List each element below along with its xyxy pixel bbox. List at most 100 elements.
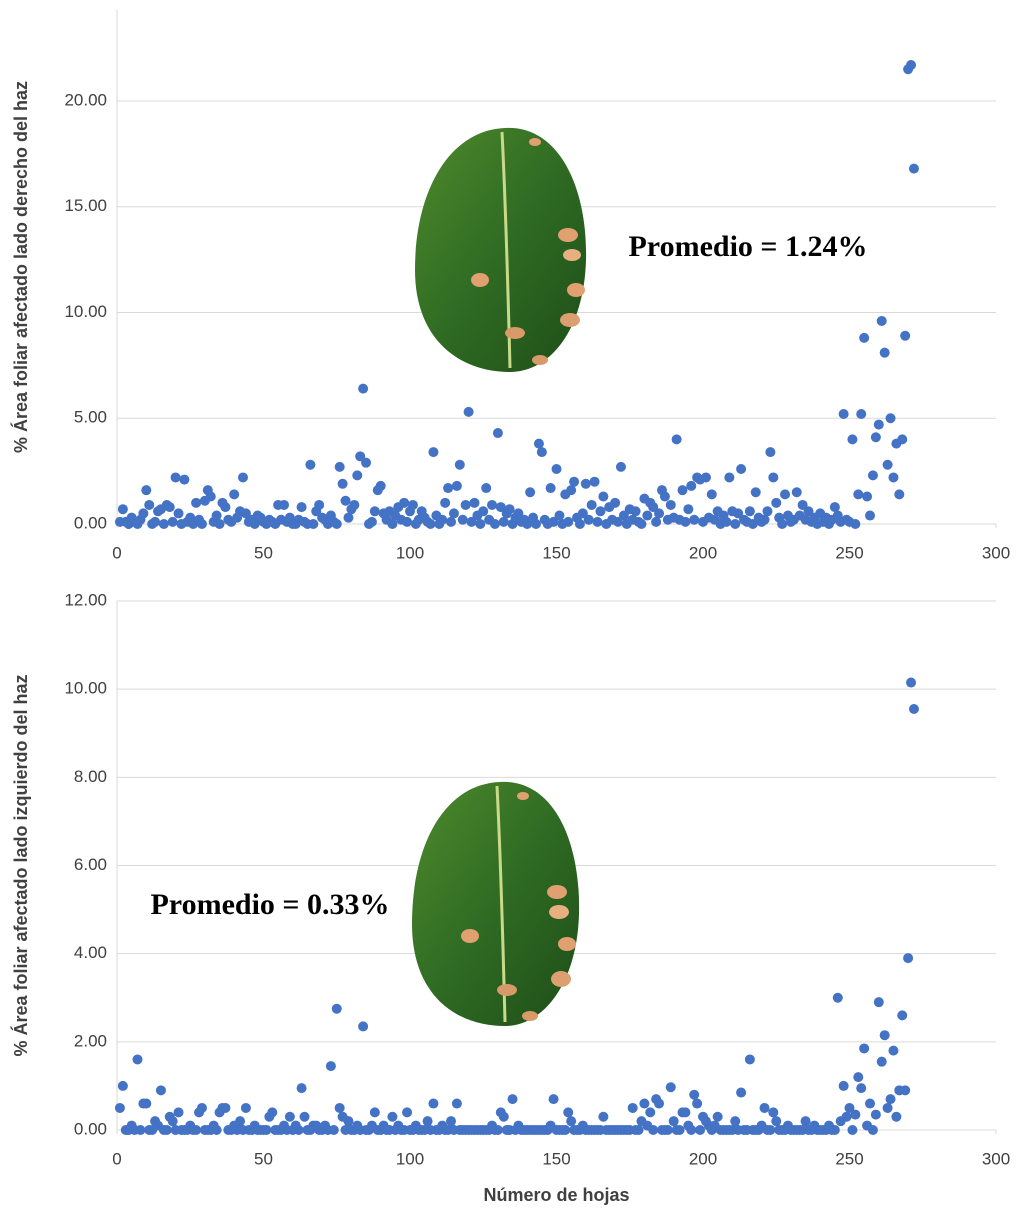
data-point xyxy=(498,1111,509,1122)
data-point xyxy=(847,1125,858,1135)
data-point xyxy=(762,506,773,517)
data-point xyxy=(296,502,307,513)
data-point xyxy=(706,489,717,500)
data-point xyxy=(803,506,814,517)
data-point xyxy=(615,461,626,472)
data-point xyxy=(642,510,653,521)
data-point xyxy=(856,1083,867,1094)
data-point xyxy=(399,497,410,508)
y-tick-label: 15.00 xyxy=(64,196,107,215)
data-point xyxy=(648,502,659,513)
data-point xyxy=(267,1107,278,1118)
data-point xyxy=(598,1111,609,1122)
data-point xyxy=(560,1125,571,1135)
data-point xyxy=(850,519,861,529)
data-point xyxy=(680,516,691,527)
data-point xyxy=(428,1098,439,1109)
data-point xyxy=(908,704,919,715)
data-point xyxy=(489,519,500,529)
data-point xyxy=(791,487,802,498)
data-point xyxy=(170,472,181,483)
y-tick-label: 6.00 xyxy=(74,855,107,874)
x-tick-label: 200 xyxy=(689,1149,717,1168)
data-point xyxy=(375,480,386,491)
data-point xyxy=(504,504,515,515)
data-point xyxy=(859,332,870,343)
y-tick-label: 0.00 xyxy=(74,1119,107,1138)
data-point xyxy=(879,347,890,358)
data-point xyxy=(196,519,207,529)
data-point xyxy=(498,516,509,527)
data-point xyxy=(522,519,533,529)
data-point xyxy=(135,1125,146,1135)
data-point xyxy=(765,447,776,458)
data-point xyxy=(425,519,436,529)
data-point xyxy=(114,1102,125,1113)
x-tick-label: 150 xyxy=(542,543,570,562)
data-point xyxy=(132,1054,143,1065)
data-point xyxy=(566,1116,577,1127)
x-tick-label: 250 xyxy=(835,543,863,562)
data-point xyxy=(352,470,363,481)
data-point xyxy=(832,992,843,1003)
x-tick-label: 200 xyxy=(689,543,717,562)
data-point xyxy=(897,434,908,445)
data-point xyxy=(299,1111,310,1122)
data-point xyxy=(240,1102,251,1113)
data-point xyxy=(387,519,398,529)
data-point xyxy=(771,1116,782,1127)
data-point xyxy=(853,489,864,500)
data-point xyxy=(765,1125,776,1135)
data-point xyxy=(671,434,682,445)
data-point xyxy=(331,1003,342,1014)
data-point xyxy=(659,491,670,502)
data-point xyxy=(610,497,621,508)
data-point xyxy=(284,1111,295,1122)
data-point xyxy=(448,508,459,519)
data-point xyxy=(179,474,190,485)
data-point xyxy=(867,470,878,481)
data-point xyxy=(768,1107,779,1118)
data-point xyxy=(879,1030,890,1041)
data-point xyxy=(141,1098,152,1109)
data-point xyxy=(856,409,867,420)
data-point xyxy=(891,1111,902,1122)
data-point xyxy=(897,1010,908,1021)
data-point xyxy=(237,472,248,483)
data-point xyxy=(334,1102,345,1113)
data-point xyxy=(744,506,755,517)
data-point xyxy=(530,519,541,529)
y-axis-label: % Área foliar afectado lado izquierdo de… xyxy=(10,674,31,1056)
data-point xyxy=(358,383,369,394)
data-point xyxy=(900,330,911,341)
data-point xyxy=(220,502,231,513)
data-point xyxy=(205,491,216,502)
data-point xyxy=(592,516,603,527)
data-point xyxy=(328,1125,339,1135)
data-point xyxy=(211,510,222,521)
data-point xyxy=(838,1080,849,1091)
data-point xyxy=(736,1087,747,1098)
data-point xyxy=(220,1102,231,1113)
data-point xyxy=(583,514,594,525)
data-point xyxy=(563,1107,574,1118)
data-point xyxy=(387,1111,398,1122)
data-point xyxy=(689,514,700,525)
data-point xyxy=(469,497,480,508)
data-point xyxy=(574,519,585,529)
data-point xyxy=(724,472,735,483)
data-point xyxy=(361,457,372,468)
data-point xyxy=(850,1109,861,1120)
data-point xyxy=(736,464,747,475)
data-point xyxy=(665,499,676,510)
data-point xyxy=(229,489,240,500)
data-point xyxy=(117,504,128,515)
y-tick-label: 2.00 xyxy=(74,1031,107,1050)
leaf-image xyxy=(415,127,587,372)
data-point xyxy=(885,413,896,424)
x-tick-label: 0 xyxy=(112,543,121,562)
data-point xyxy=(844,1102,855,1113)
data-point xyxy=(633,1125,644,1135)
data-point xyxy=(525,487,536,498)
